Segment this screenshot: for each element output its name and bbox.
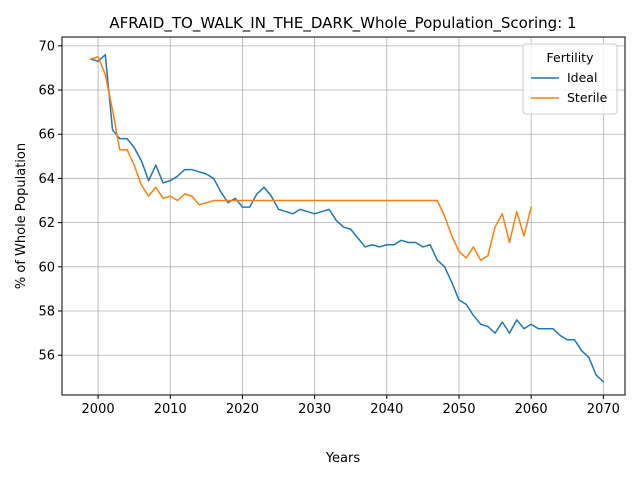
y-tick-label: 58 [38,305,55,320]
y-axis-ticks: 56 58 60 62 64 66 68 70 [38,39,62,364]
chart-title: AFRAID_TO_WALK_IN_THE_DARK_Whole_Populat… [109,14,576,33]
x-tick-label: 2050 [442,402,475,417]
y-tick-label: 60 [38,260,55,275]
x-tick-label: 2020 [226,402,259,417]
x-tick-label: 2030 [298,402,331,417]
x-axis-ticks: 2000 2010 2020 2030 2040 2050 2060 2070 [82,395,620,417]
y-axis-label: % of Whole Population [14,143,29,289]
legend-box [522,43,618,115]
y-tick-label: 64 [38,172,55,187]
x-tick-label: 2010 [154,402,187,417]
y-tick-label: 56 [38,349,55,364]
plot-frame [61,36,626,396]
legend-label-sterile: Sterile [567,90,608,105]
y-tick-label: 68 [38,84,55,99]
legend-label-ideal: Ideal [567,70,597,85]
x-axis-label: Years [325,451,361,466]
legend: Fertility Ideal Sterile [522,43,618,115]
x-tick-label: 2040 [370,402,403,417]
legend-title: Fertility [547,50,595,65]
x-tick-label: 2000 [82,402,115,417]
x-tick-label: 2060 [515,402,548,417]
series-line-ideal [89,53,605,383]
y-tick-label: 70 [38,39,55,54]
series-line-sterile [89,56,533,261]
x-tick-label: 2070 [587,402,620,417]
series-lines [89,53,605,383]
y-tick-label: 66 [38,128,55,143]
y-tick-label: 62 [38,216,55,231]
